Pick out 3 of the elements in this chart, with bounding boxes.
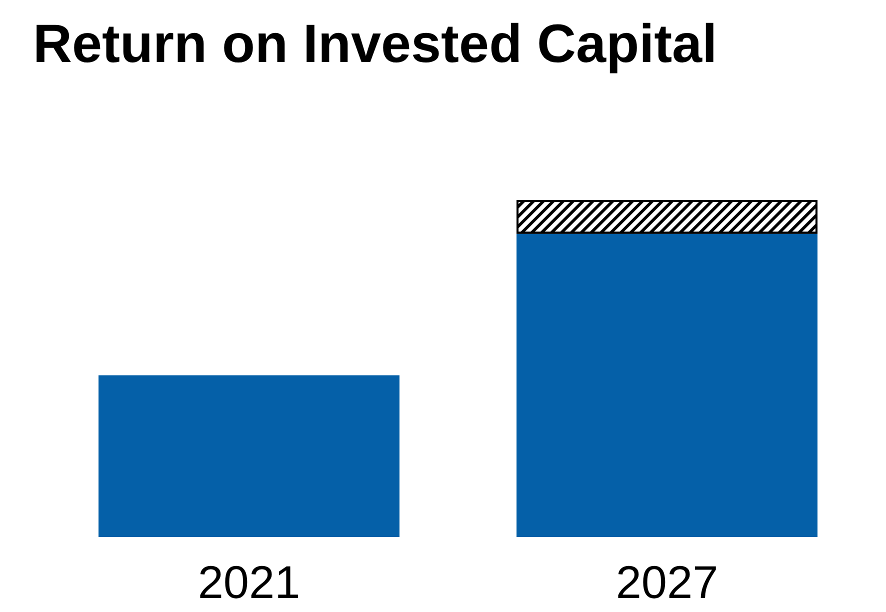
chart-title: Return on Invested Capital <box>33 14 718 74</box>
x-tick-label: 2027 <box>616 556 718 608</box>
x-tick-label: 2021 <box>198 556 300 608</box>
